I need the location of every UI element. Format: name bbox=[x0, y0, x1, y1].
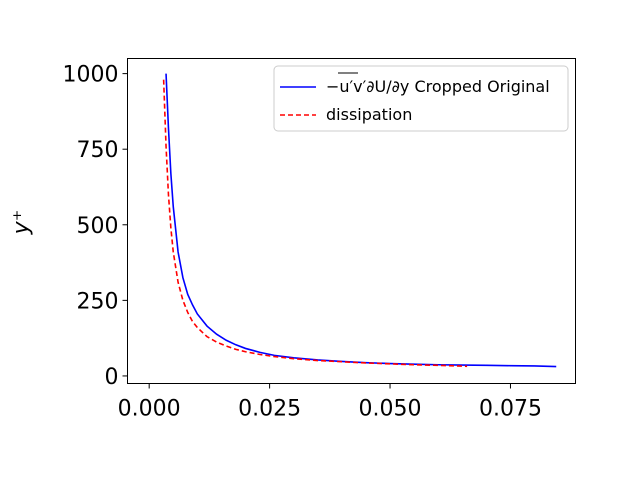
x-tick-label: 0.000 bbox=[118, 397, 181, 422]
legend: −u′v′∂U/∂y Cropped Original dissipation bbox=[273, 65, 569, 132]
legend-label-dissipation: dissipation bbox=[326, 105, 412, 124]
x-tick-label: 0.075 bbox=[479, 397, 542, 422]
y-tick-label: 250 bbox=[77, 289, 119, 314]
y-tick-label: 750 bbox=[77, 138, 119, 163]
x-tick-label: 0.050 bbox=[359, 397, 422, 422]
legend-label-original: −u′v′∂U/∂y Cropped Original bbox=[326, 77, 550, 96]
x-tick-label: 0.025 bbox=[238, 397, 301, 422]
x-axis-ticks: 0.000 0.025 0.050 0.075 bbox=[118, 383, 542, 422]
series-line-0 bbox=[165, 73, 557, 368]
y-axis-ticks: 0 250 500 750 1000 bbox=[63, 63, 128, 390]
legend-box bbox=[273, 65, 569, 132]
y-tick-label: 1000 bbox=[63, 63, 119, 88]
plot-frame bbox=[127, 58, 576, 384]
y-tick-label: 500 bbox=[77, 214, 119, 239]
series-line-1 bbox=[162, 79, 468, 368]
y-axis-label: y⁺ bbox=[9, 210, 34, 236]
series-layer bbox=[162, 73, 557, 368]
y-tick-label: 0 bbox=[105, 365, 119, 390]
